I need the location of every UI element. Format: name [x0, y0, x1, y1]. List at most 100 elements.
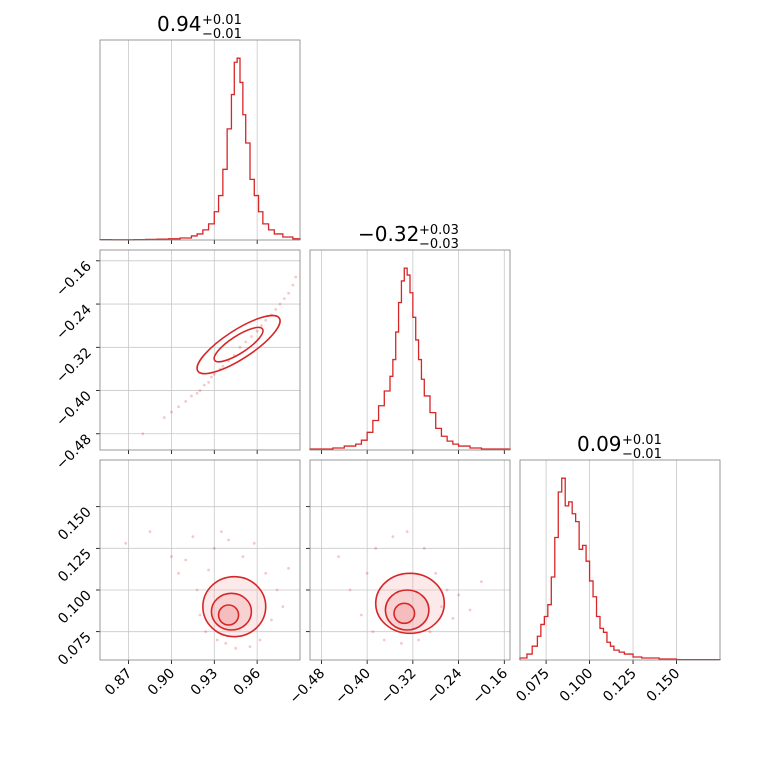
- lower-1-0-sample-point: [177, 405, 180, 409]
- y-tick-label-param1: −0.32: [53, 345, 95, 387]
- lower-2-0-sample-point: [224, 641, 228, 645]
- lower-1-0-background: [100, 250, 300, 450]
- lower-2-1-sample-point: [391, 535, 395, 539]
- y-tick-label-param1: −0.24: [53, 302, 95, 344]
- lower-1-0-sample-point: [264, 318, 268, 322]
- lower-2-0-sample-point: [191, 535, 195, 539]
- lower-2-0-sample-point: [248, 645, 252, 649]
- lower-2-0-sample-point: [212, 546, 216, 550]
- lower-2-0-sample-point: [281, 605, 285, 609]
- lower-2-1-sample-point: [365, 571, 369, 575]
- lower-1-0-sample-point: [195, 391, 199, 395]
- lower-2-1-sample-point: [400, 641, 403, 645]
- lower-2-1-sample-point: [457, 593, 460, 597]
- y-tick-label-param2: 0.075: [55, 629, 95, 669]
- lower-2-0-sample-point: [252, 541, 256, 545]
- lower-1-0-sample-point: [207, 381, 210, 384]
- x-tick-label-param1: −0.24: [424, 665, 466, 707]
- lower-1-0-sample-point: [184, 399, 188, 403]
- lower-2-0-sample-point: [270, 618, 273, 622]
- lower-2-1-sample-point: [422, 546, 426, 550]
- lower-2-1-frame: [309, 459, 511, 661]
- lower-2-1-sample-point: [382, 638, 386, 642]
- y-tick-label-param1: −0.40: [53, 388, 95, 430]
- diag-0-background: [100, 40, 300, 240]
- title-param0-lower: −0.01: [202, 27, 242, 42]
- x-tick-label-param2: 0.075: [513, 666, 553, 706]
- diag-0-panel: [99, 39, 301, 244]
- x-tick-label-param2: 0.125: [600, 666, 640, 706]
- lower-2-0-sample-point: [234, 646, 238, 650]
- diag-1-frame: [309, 249, 511, 451]
- lower-1-0-contour-level: [196, 314, 281, 375]
- lower-2-1-sample-point: [405, 530, 409, 534]
- diag-0-frame: [99, 39, 301, 241]
- title-param2-lower: −0.01: [622, 447, 662, 462]
- diag-2-histogram-step: [519, 477, 721, 661]
- lower-2-0-panel: [96, 459, 301, 664]
- y-tick-label-param2: 0.125: [55, 546, 95, 586]
- title-param1: −0.32 +0.03 −0.03: [358, 222, 459, 252]
- lower-2-1-sample-point: [337, 555, 340, 559]
- lower-2-1-contour-level: [393, 602, 416, 625]
- lower-1-0-sample-point: [255, 329, 259, 333]
- lower-1-0-panel: [96, 249, 301, 454]
- title-param0: 0.94 +0.01 −0.01: [157, 12, 242, 42]
- y-tick-label-param2: 0.150: [55, 504, 95, 544]
- lower-2-1-panel: [306, 459, 511, 664]
- lower-2-1-sample-point: [445, 588, 449, 592]
- lower-2-1-sample-point: [468, 608, 472, 612]
- lower-1-0-sample-point: [190, 394, 193, 398]
- lower-1-0-sample-point: [238, 345, 242, 349]
- lower-1-0-contour-level: [213, 326, 264, 363]
- y-tick-label-param1: −0.48: [53, 431, 95, 473]
- lower-2-1-sample-point: [371, 630, 375, 634]
- lower-2-1-sample-point: [417, 638, 420, 642]
- lower-2-0-sample-point: [148, 530, 152, 534]
- lower-1-0-sample-point: [141, 432, 145, 436]
- lower-2-1-sample-point: [428, 630, 432, 634]
- lower-2-1-sample-point: [360, 613, 363, 617]
- lower-2-1-background: [310, 460, 510, 660]
- lower-2-1-sample-point: [434, 571, 438, 575]
- lower-2-1-sample-point: [451, 616, 455, 620]
- lower-2-0-sample-point: [170, 555, 173, 559]
- x-tick-label-param2: 0.100: [557, 666, 597, 706]
- lower-2-0-contour-level: [217, 604, 240, 626]
- lower-1-0-sample-point: [198, 389, 202, 392]
- lower-1-0-frame: [99, 249, 301, 451]
- lower-1-0-sample-point: [210, 375, 213, 379]
- lower-2-0-sample-point: [215, 638, 219, 642]
- lower-2-0-sample-point: [241, 555, 245, 559]
- lower-2-0-sample-point: [258, 638, 262, 642]
- lower-2-0-sample-point: [198, 613, 202, 617]
- x-tick-label-param0: 0.87: [102, 666, 135, 699]
- title-param0-value: 0.94: [157, 12, 202, 36]
- title-param1-upper: +0.03: [419, 223, 459, 238]
- lower-2-0-sample-point: [184, 558, 188, 562]
- lower-2-0-sample-point: [275, 588, 279, 592]
- lower-2-0-sample-point: [177, 571, 180, 575]
- title-param1-value: −0.32: [358, 222, 419, 246]
- lower-2-0-frame: [99, 459, 301, 661]
- x-tick-label-param0: 0.96: [231, 665, 264, 698]
- lower-1-0-sample-point: [294, 275, 298, 279]
- x-tick-label-param1: −0.48: [287, 666, 329, 708]
- lower-2-0-sample-point: [287, 566, 290, 570]
- diag-2-background: [520, 460, 720, 660]
- lower-1-0-sample-point: [250, 335, 253, 338]
- lower-1-0-sample-point: [291, 283, 295, 287]
- title-param2: 0.09 +0.01 −0.01: [577, 432, 662, 462]
- x-tick-label-param1: −0.16: [469, 665, 511, 707]
- lower-1-0-sample-point: [244, 340, 248, 344]
- lower-2-1-sample-point: [348, 588, 352, 592]
- panels: [96, 39, 721, 664]
- lower-2-0-background: [100, 460, 300, 660]
- x-tick-label-param0: 0.93: [188, 666, 221, 699]
- lower-2-0-sample-point: [204, 630, 208, 634]
- diag-2-frame: [519, 459, 721, 661]
- lower-2-0-sample-point: [124, 541, 128, 545]
- y-tick-label-param2: 0.100: [55, 588, 95, 628]
- title-param0-upper: +0.01: [202, 13, 242, 28]
